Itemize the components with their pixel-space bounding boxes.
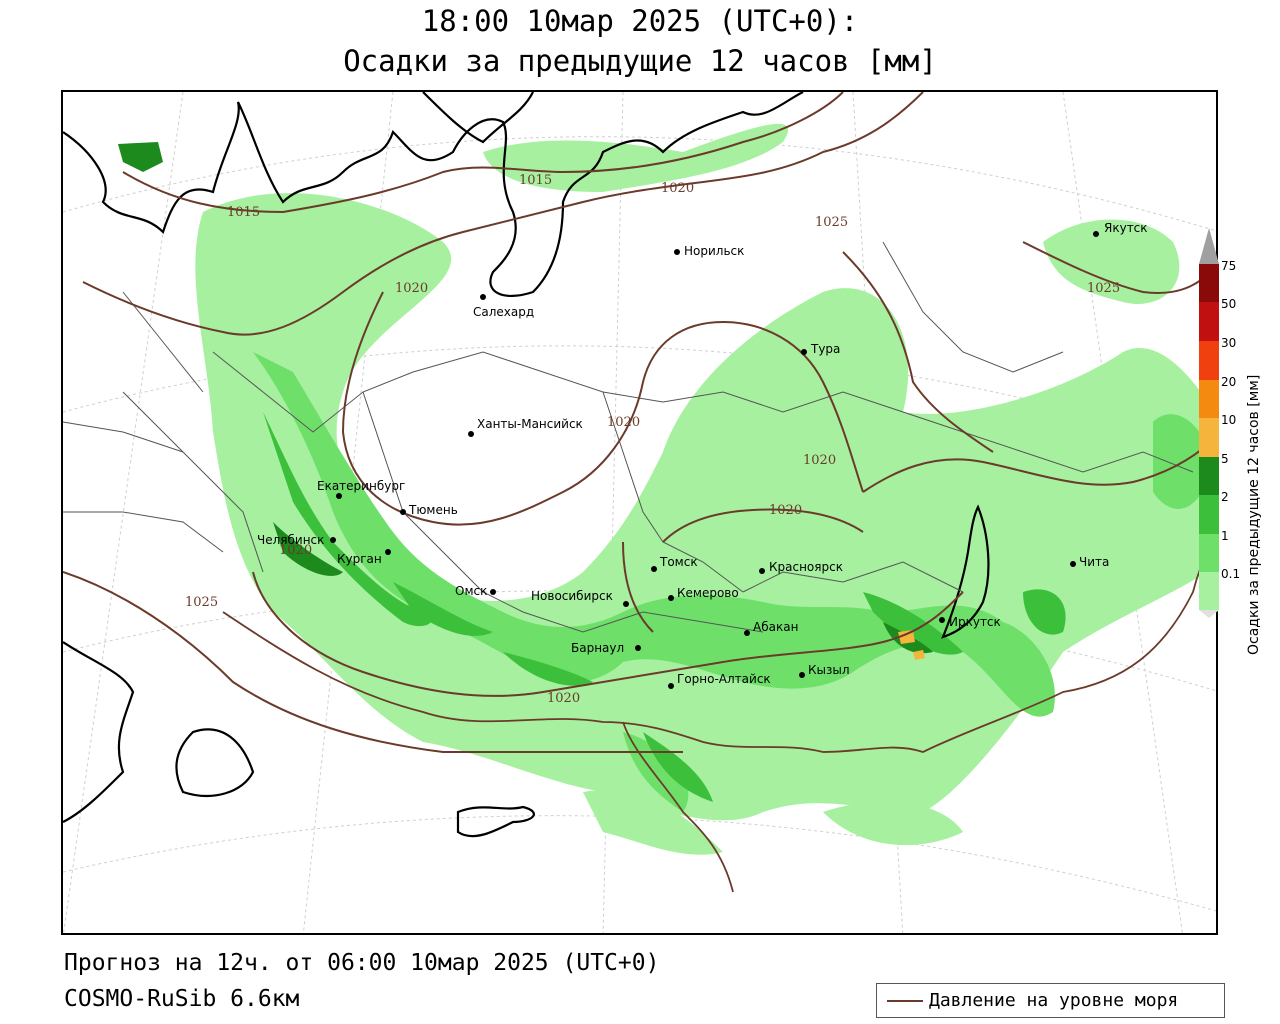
svg-text:Тура: Тура — [810, 342, 840, 356]
colorbar-graphic — [1199, 228, 1219, 618]
map-canvas: 1015 1015 1020 1020 1025 1025 1020 1020 … — [63, 92, 1218, 935]
city-salekhard: Салехард — [473, 294, 534, 319]
svg-text:Ханты-Мансийск: Ханты-Мансийск — [477, 417, 583, 431]
city-norilsk: Норильск — [674, 244, 744, 258]
isobar-label: 1020 — [395, 281, 428, 296]
isobar-label: 1020 — [547, 691, 580, 706]
isobar-label: 1020 — [607, 415, 640, 430]
svg-text:Абакан: Абакан — [753, 620, 798, 634]
svg-text:Иркутск: Иркутск — [949, 615, 1001, 629]
colorbar-tick: 30 — [1221, 336, 1236, 350]
colorbar-tick: 75 — [1221, 259, 1236, 273]
isobar-label: 1020 — [803, 453, 836, 468]
colorbar-tick: 0.1 — [1221, 567, 1240, 581]
city-abakan: Абакан — [744, 620, 798, 636]
svg-text:Челябинск: Челябинск — [257, 533, 324, 547]
city-tyumen: Тюмень — [400, 503, 458, 517]
precipitation-colorbar — [1199, 228, 1219, 618]
svg-text:Омск: Омск — [455, 584, 487, 598]
city-chelyabinsk: Челябинск — [257, 533, 336, 547]
forecast-info: Прогноз на 12ч. от 06:00 10мар 2025 (UTC… — [64, 950, 659, 976]
isobar-label: 1025 — [1087, 281, 1120, 296]
colorbar-title: Осадки за предыдущие 12 часов [мм] — [1246, 375, 1262, 655]
pressure-legend-label: Давление на уровне моря — [929, 990, 1178, 1011]
isobar-label: 1025 — [815, 215, 848, 230]
svg-text:Тюмень: Тюмень — [408, 503, 458, 517]
svg-text:Якутск: Якутск — [1104, 221, 1148, 235]
city-krasnoyarsk: Красноярск — [759, 560, 843, 574]
svg-text:Норильск: Норильск — [684, 244, 744, 258]
svg-text:Салехард: Салехард — [473, 305, 534, 319]
svg-text:Курган: Курган — [337, 552, 382, 566]
model-name: COSMO-RuSib 6.6км — [64, 986, 299, 1012]
isobar-label: 1020 — [769, 503, 802, 518]
city-kemerovo: Кемерово — [668, 586, 739, 601]
svg-text:Кемерово: Кемерово — [677, 586, 739, 600]
svg-text:Барнаул: Барнаул — [571, 641, 624, 655]
svg-text:Кызыл: Кызыл — [808, 663, 850, 677]
isobar-label: 1025 — [185, 595, 218, 610]
svg-text:Горно-Алтайск: Горно-Алтайск — [677, 672, 771, 686]
isobar-label: 1015 — [227, 205, 260, 220]
map-title-time: 18:00 10мар 2025 (UTC+0): — [0, 4, 1280, 38]
map-title-variable: Осадки за предыдущие 12 часов [мм] — [0, 44, 1280, 78]
colorbar-tick: 20 — [1221, 375, 1236, 389]
svg-text:Томск: Томск — [659, 555, 698, 569]
city-irkutsk: Иркутск — [939, 615, 1001, 629]
isobar-label: 1020 — [661, 181, 694, 196]
city-khanty-mansiysk: Ханты-Мансийск — [468, 417, 583, 437]
svg-text:Новосибирск: Новосибирск — [531, 589, 613, 603]
pressure-legend-line — [887, 1000, 923, 1002]
colorbar-tick: 2 — [1221, 490, 1229, 504]
svg-text:Чита: Чита — [1079, 555, 1109, 569]
pressure-legend: Давление на уровне моря — [876, 983, 1225, 1018]
colorbar-tick: 1 — [1221, 529, 1229, 543]
colorbar-tick: 10 — [1221, 413, 1236, 427]
colorbar-tick: 5 — [1221, 452, 1229, 466]
isobar-label: 1015 — [519, 173, 552, 188]
svg-text:Красноярск: Красноярск — [769, 560, 843, 574]
svg-text:Екатеринбург: Екатеринбург — [317, 479, 405, 493]
colorbar-tick: 50 — [1221, 297, 1236, 311]
precipitation-map: 1015 1015 1020 1020 1025 1025 1020 1020 … — [61, 90, 1218, 935]
